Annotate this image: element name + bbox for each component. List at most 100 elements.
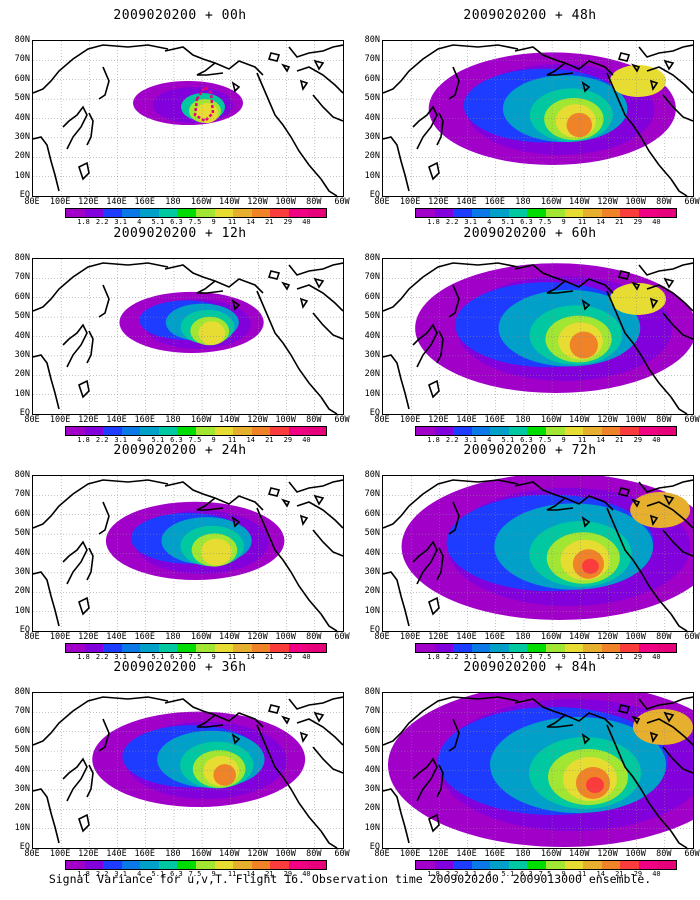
- coastline: [546, 280, 574, 294]
- longitude-tick-label: 160W: [540, 197, 562, 207]
- coastline: [299, 731, 309, 743]
- variance-contour: [610, 283, 666, 315]
- coastline: [320, 178, 338, 196]
- colorbar-tick-label: 5.1: [151, 218, 165, 226]
- colorbar-swatch: [196, 861, 215, 869]
- coastline: [383, 136, 410, 192]
- longitude-tick-label: 80E: [24, 415, 40, 425]
- coastline: [646, 66, 693, 94]
- colorbar-tick-label: 14: [596, 436, 605, 444]
- longitude-tick-label: 160E: [134, 849, 155, 859]
- colorbar-tick-label: 3.1: [114, 436, 128, 444]
- colorbar-tick-label: 5.1: [501, 653, 515, 661]
- colorbar-swatch: [84, 644, 104, 652]
- coastline: [78, 813, 90, 833]
- latitude-tick-label: 70N: [364, 272, 380, 283]
- longitude-tick-label: 100E: [399, 197, 421, 207]
- colorbar-tick-label: 6.3: [520, 218, 533, 226]
- latitude-tick-label: 80N: [14, 687, 30, 697]
- coastline: [663, 711, 675, 723]
- latitude-tick-label: 60N: [364, 725, 380, 736]
- colorbar-tick-label: 29: [283, 436, 293, 444]
- coastline: [617, 487, 631, 497]
- colorbar-swatch: [103, 861, 122, 869]
- coastline: [267, 52, 281, 62]
- colorbar-swatch: [84, 427, 104, 435]
- colorbar-swatch: [657, 861, 677, 869]
- longitude-tick-label: 120W: [247, 849, 268, 859]
- longitude-tick-label: 180: [165, 197, 181, 207]
- longitude-tick-label: 120W: [597, 849, 618, 859]
- latitude-tick-label: 40N: [14, 764, 30, 775]
- colorbar-swatch: [416, 861, 435, 869]
- colorbar-swatch: [601, 644, 621, 652]
- coastline: [299, 79, 309, 91]
- coastline: [281, 715, 291, 725]
- variance-map: [382, 40, 694, 197]
- coastline: [256, 72, 322, 180]
- colorbar-tick-label: 29: [283, 218, 293, 226]
- latitude-tick-label: 10N: [364, 170, 380, 181]
- coastline: [62, 540, 88, 585]
- colorbar-tick-label: 14: [246, 436, 255, 444]
- coastline: [299, 514, 309, 526]
- colorbar-swatch: [103, 209, 122, 217]
- longitude-tick-label: 60W: [334, 415, 350, 425]
- coastline: [256, 507, 322, 615]
- colorbar-tick-label: 1.8: [427, 653, 440, 661]
- coastline: [638, 44, 693, 58]
- longitude-tick-label: 160E: [134, 632, 155, 642]
- latitude-tick-label: 60N: [14, 725, 30, 736]
- latitude-tick-label: 10N: [364, 605, 380, 616]
- longitude-tick-label: 140W: [569, 415, 590, 425]
- colorbar-tick-label: 40: [302, 870, 311, 878]
- coastline: [98, 718, 110, 752]
- colorbar-swatch: [564, 209, 584, 217]
- variance-map: [382, 258, 694, 415]
- coastline: [448, 718, 460, 752]
- longitude-tick-label: 120E: [78, 849, 99, 859]
- colorbar-tick-label: 21: [615, 218, 624, 226]
- coastline: [606, 724, 672, 832]
- coastline: [581, 516, 591, 528]
- latitude-tick-label: 20N: [14, 369, 30, 380]
- colorbar-tick-label: 2.2: [445, 653, 459, 661]
- latitude-tick-label: 40N: [14, 112, 30, 123]
- colorbar-tick-label: 40: [302, 436, 311, 444]
- longitude-tick-label: 140W: [569, 849, 590, 859]
- latitude-tick-label: EQ: [369, 625, 380, 635]
- latitude-tick-label: 30N: [14, 566, 30, 577]
- longitude-tick-label: 180: [515, 849, 531, 859]
- longitude-tick-label: 80E: [374, 632, 390, 642]
- coastline: [649, 79, 659, 91]
- colorbar-tick-label: 29: [633, 653, 643, 661]
- longitude-tick-label: 80W: [656, 197, 672, 207]
- longitude-tick-label: 120W: [597, 415, 618, 425]
- longitude-tick-label: 180: [515, 632, 531, 642]
- longitude-tick-label: 100E: [399, 849, 421, 859]
- coastline: [646, 501, 693, 529]
- colorbar-tick-label: 40: [652, 870, 661, 878]
- colorbar-swatch: [490, 861, 509, 869]
- longitude-tick-label: 140W: [219, 849, 240, 859]
- colorbar-swatch: [416, 427, 435, 435]
- colorbar-tick-label: 3.1: [464, 653, 478, 661]
- coastline: [383, 262, 519, 312]
- latitude-tick-label: 10N: [14, 822, 30, 833]
- longitude-tick-label: 140W: [219, 415, 240, 425]
- coastline: [288, 479, 343, 493]
- coastline: [267, 704, 281, 714]
- coastline: [670, 830, 688, 848]
- colorbar-swatch: [196, 427, 215, 435]
- colorbar-swatch: [158, 644, 178, 652]
- coastline: [428, 161, 440, 181]
- colorbar-tick-label: 3.1: [464, 870, 478, 878]
- colorbar-swatch: [638, 644, 658, 652]
- colorbar-tick-label: 7.5: [538, 218, 552, 226]
- colorbar-swatch: [453, 644, 472, 652]
- longitude-tick-label: 100E: [399, 415, 421, 425]
- colorbar-tick-label: 21: [265, 653, 274, 661]
- panel-title: 2009020200 + 48h: [463, 8, 597, 23]
- coastline: [663, 59, 675, 71]
- colorbar-swatch: [453, 209, 472, 217]
